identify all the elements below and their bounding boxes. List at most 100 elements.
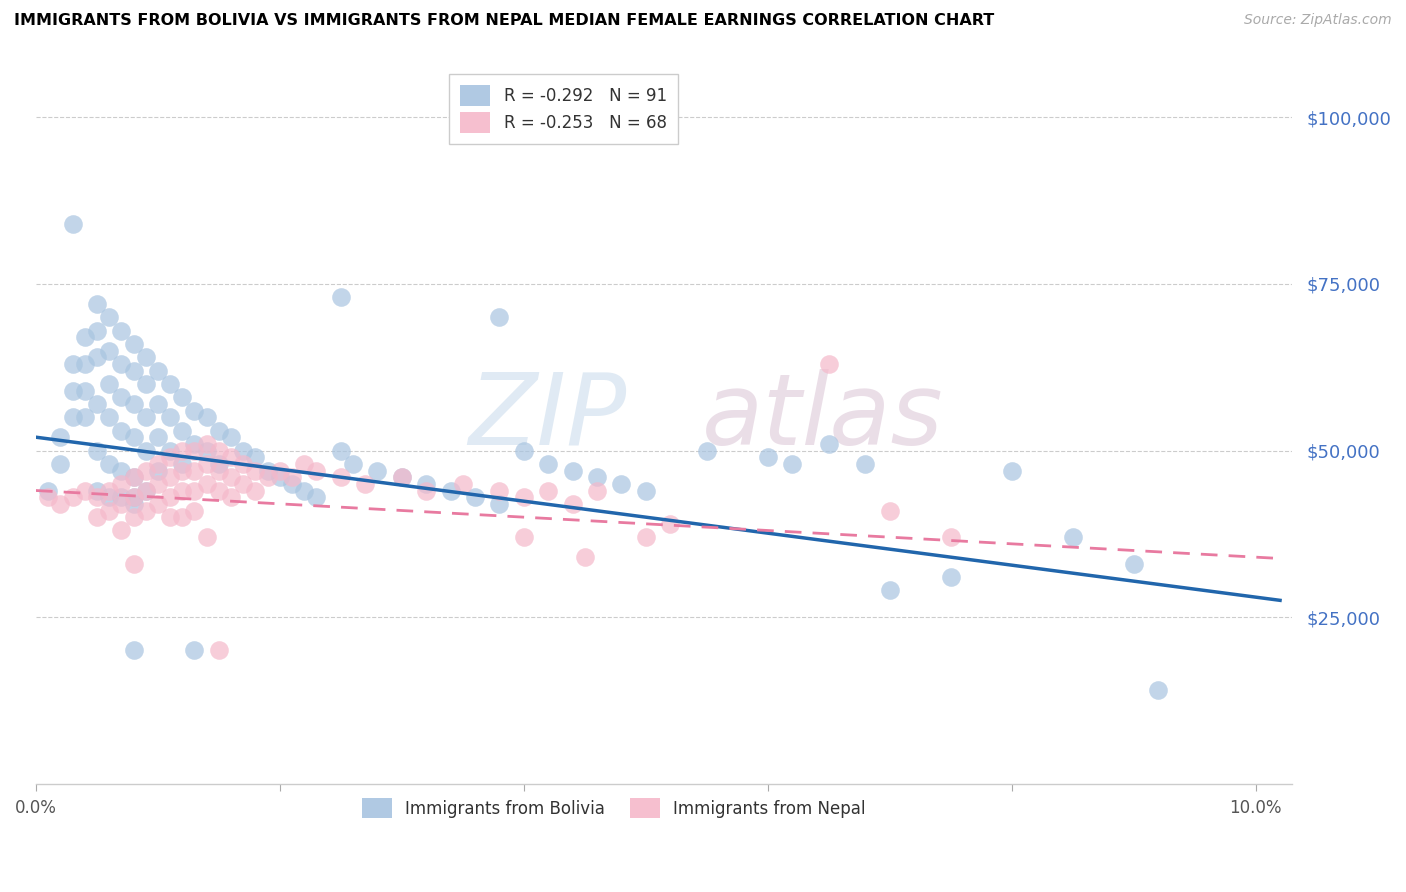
Point bbox=[135, 410, 157, 425]
Point bbox=[488, 310, 510, 325]
Point bbox=[208, 424, 231, 438]
Point bbox=[183, 403, 205, 417]
Point bbox=[110, 476, 132, 491]
Point bbox=[634, 530, 657, 544]
Point bbox=[939, 530, 962, 544]
Text: atlas: atlas bbox=[702, 368, 943, 466]
Point bbox=[219, 430, 242, 444]
Point bbox=[62, 357, 84, 371]
Point bbox=[122, 510, 145, 524]
Point bbox=[329, 290, 352, 304]
Point bbox=[98, 490, 121, 504]
Point bbox=[195, 476, 218, 491]
Point bbox=[159, 450, 181, 465]
Point bbox=[232, 457, 254, 471]
Point bbox=[366, 463, 388, 477]
Text: IMMIGRANTS FROM BOLIVIA VS IMMIGRANTS FROM NEPAL MEDIAN FEMALE EARNINGS CORRELAT: IMMIGRANTS FROM BOLIVIA VS IMMIGRANTS FR… bbox=[14, 13, 994, 29]
Point bbox=[195, 437, 218, 451]
Point bbox=[86, 397, 108, 411]
Point bbox=[159, 490, 181, 504]
Point bbox=[574, 550, 596, 565]
Point bbox=[269, 463, 291, 477]
Point bbox=[561, 497, 583, 511]
Point bbox=[86, 483, 108, 498]
Point bbox=[135, 503, 157, 517]
Point bbox=[1062, 530, 1084, 544]
Point bbox=[879, 503, 901, 517]
Point bbox=[98, 457, 121, 471]
Point bbox=[122, 470, 145, 484]
Point bbox=[62, 410, 84, 425]
Point bbox=[122, 643, 145, 657]
Point bbox=[98, 310, 121, 325]
Point bbox=[817, 357, 839, 371]
Point bbox=[415, 476, 437, 491]
Point bbox=[245, 450, 267, 465]
Text: ZIP: ZIP bbox=[468, 368, 627, 466]
Point bbox=[634, 483, 657, 498]
Point bbox=[232, 443, 254, 458]
Point bbox=[98, 376, 121, 391]
Point bbox=[146, 397, 169, 411]
Point bbox=[513, 443, 536, 458]
Point bbox=[537, 457, 560, 471]
Point bbox=[73, 410, 96, 425]
Point bbox=[73, 384, 96, 398]
Point bbox=[49, 457, 72, 471]
Point bbox=[183, 643, 205, 657]
Point bbox=[208, 457, 231, 471]
Point bbox=[110, 497, 132, 511]
Point bbox=[879, 583, 901, 598]
Point bbox=[135, 376, 157, 391]
Point bbox=[183, 483, 205, 498]
Point bbox=[183, 437, 205, 451]
Point bbox=[110, 357, 132, 371]
Point bbox=[62, 490, 84, 504]
Point bbox=[172, 443, 194, 458]
Point bbox=[122, 490, 145, 504]
Point bbox=[659, 516, 682, 531]
Point bbox=[183, 503, 205, 517]
Point bbox=[110, 463, 132, 477]
Point bbox=[245, 483, 267, 498]
Point bbox=[305, 463, 328, 477]
Point bbox=[513, 490, 536, 504]
Point bbox=[586, 483, 609, 498]
Point bbox=[159, 443, 181, 458]
Point bbox=[110, 324, 132, 338]
Point bbox=[195, 530, 218, 544]
Point bbox=[86, 510, 108, 524]
Point bbox=[440, 483, 463, 498]
Point bbox=[122, 557, 145, 571]
Point bbox=[146, 363, 169, 377]
Point bbox=[208, 483, 231, 498]
Point bbox=[62, 217, 84, 231]
Point bbox=[110, 524, 132, 538]
Point bbox=[146, 497, 169, 511]
Point bbox=[172, 457, 194, 471]
Point bbox=[86, 297, 108, 311]
Point bbox=[110, 424, 132, 438]
Point bbox=[195, 410, 218, 425]
Point bbox=[172, 463, 194, 477]
Point bbox=[135, 443, 157, 458]
Point bbox=[172, 424, 194, 438]
Point bbox=[256, 470, 278, 484]
Point bbox=[939, 570, 962, 584]
Point bbox=[122, 337, 145, 351]
Text: Source: ZipAtlas.com: Source: ZipAtlas.com bbox=[1244, 13, 1392, 28]
Point bbox=[37, 490, 59, 504]
Point bbox=[37, 483, 59, 498]
Point bbox=[208, 443, 231, 458]
Point bbox=[219, 490, 242, 504]
Point bbox=[281, 476, 304, 491]
Point bbox=[513, 530, 536, 544]
Point bbox=[110, 390, 132, 404]
Point bbox=[1147, 683, 1170, 698]
Point bbox=[122, 490, 145, 504]
Point bbox=[183, 443, 205, 458]
Point bbox=[464, 490, 486, 504]
Point bbox=[391, 470, 413, 484]
Point bbox=[135, 483, 157, 498]
Legend: Immigrants from Bolivia, Immigrants from Nepal: Immigrants from Bolivia, Immigrants from… bbox=[353, 789, 875, 827]
